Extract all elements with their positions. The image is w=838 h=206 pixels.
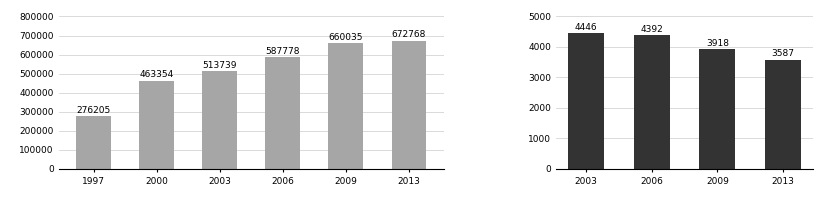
Bar (328, 43, 363, 169)
Text: 3587: 3587 (772, 49, 794, 58)
Text: 672768: 672768 (391, 30, 426, 39)
Bar (266, 57, 300, 169)
Bar (391, 41, 427, 169)
Bar (139, 81, 174, 169)
Text: 4446: 4446 (575, 23, 597, 32)
Text: 4392: 4392 (640, 25, 663, 34)
Text: 513739: 513739 (203, 61, 237, 70)
Text: 463354: 463354 (139, 70, 173, 79)
Text: 3918: 3918 (706, 39, 729, 48)
Bar (202, 71, 237, 169)
Text: 587778: 587778 (266, 47, 300, 56)
Bar (568, 33, 604, 169)
Text: 660035: 660035 (328, 33, 363, 42)
Bar (634, 35, 670, 169)
Text: 276205: 276205 (76, 106, 111, 115)
Bar (76, 116, 111, 169)
Bar (699, 49, 736, 169)
Bar (765, 60, 801, 169)
